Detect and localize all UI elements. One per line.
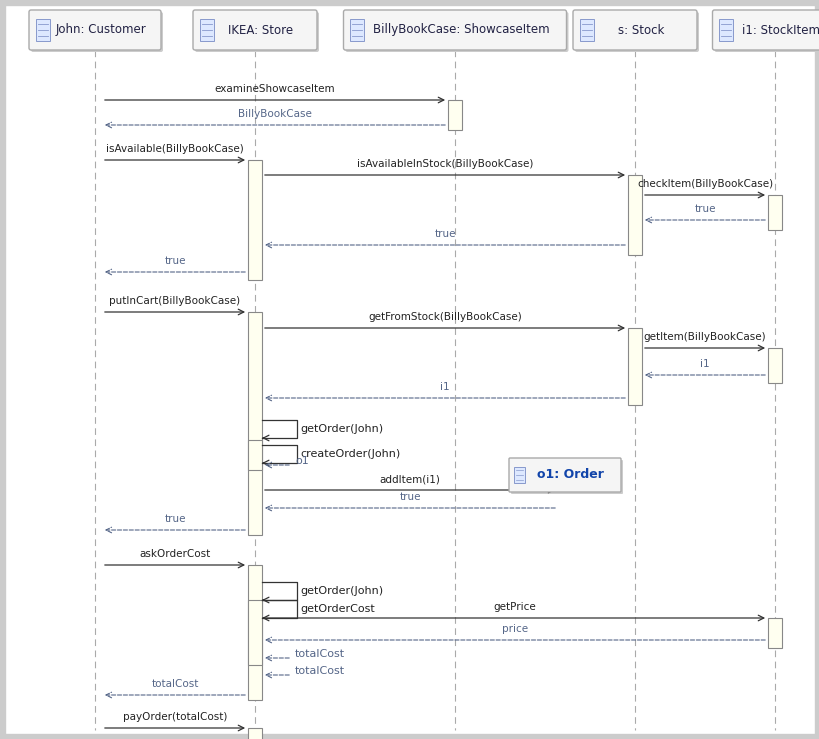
Bar xyxy=(247,160,262,280)
Bar xyxy=(627,328,641,405)
FancyBboxPatch shape xyxy=(712,10,819,50)
FancyBboxPatch shape xyxy=(29,10,161,50)
FancyBboxPatch shape xyxy=(343,10,566,50)
Bar xyxy=(200,19,214,41)
Bar xyxy=(247,440,262,470)
FancyBboxPatch shape xyxy=(572,10,696,50)
Text: i1: i1 xyxy=(440,382,450,392)
Bar xyxy=(718,19,733,41)
Text: getOrder(John): getOrder(John) xyxy=(300,586,382,596)
Text: o1: Order: o1: Order xyxy=(536,469,603,482)
FancyBboxPatch shape xyxy=(713,12,819,52)
Text: price: price xyxy=(501,624,527,634)
Text: totalCost: totalCost xyxy=(295,649,345,659)
Text: addItem(i1): addItem(i1) xyxy=(379,474,440,484)
Text: totalCost: totalCost xyxy=(295,666,345,676)
FancyBboxPatch shape xyxy=(510,460,622,494)
Text: totalCost: totalCost xyxy=(152,679,198,689)
Text: isAvailableInStock(BillyBookCase): isAvailableInStock(BillyBookCase) xyxy=(356,159,532,169)
Text: getPrice: getPrice xyxy=(493,602,536,612)
Bar xyxy=(579,19,593,41)
Text: isAvailable(BillyBookCase): isAvailable(BillyBookCase) xyxy=(106,144,243,154)
Text: BillyBookCase: ShowcaseItem: BillyBookCase: ShowcaseItem xyxy=(372,24,549,36)
Bar xyxy=(350,19,364,41)
Text: IKEA: Store: IKEA: Store xyxy=(229,24,293,36)
Text: John: Customer: John: Customer xyxy=(56,24,147,36)
Text: getOrder(John): getOrder(John) xyxy=(300,424,382,434)
Bar xyxy=(247,600,262,665)
Text: getFromStock(BillyBookCase): getFromStock(BillyBookCase) xyxy=(368,312,521,322)
FancyBboxPatch shape xyxy=(509,458,620,492)
Bar xyxy=(247,565,262,700)
Text: s: Stock: s: Stock xyxy=(617,24,663,36)
Text: getItem(BillyBookCase): getItem(BillyBookCase) xyxy=(643,332,766,342)
Bar xyxy=(627,175,641,255)
Text: true: true xyxy=(164,514,186,524)
Text: askOrderCost: askOrderCost xyxy=(139,549,210,559)
Text: true: true xyxy=(164,256,186,266)
Bar xyxy=(247,728,262,739)
Text: true: true xyxy=(434,229,455,239)
Text: true: true xyxy=(399,492,420,502)
Text: checkItem(BillyBookCase): checkItem(BillyBookCase) xyxy=(636,179,772,189)
Text: i1: i1 xyxy=(699,359,709,369)
Bar xyxy=(447,100,461,130)
Text: i1: StockItem: i1: StockItem xyxy=(741,24,819,36)
Text: examineShowcaseItem: examineShowcaseItem xyxy=(215,84,335,94)
FancyBboxPatch shape xyxy=(345,12,568,52)
Bar xyxy=(767,618,781,648)
Bar xyxy=(514,467,524,483)
Text: payOrder(totalCost): payOrder(totalCost) xyxy=(123,712,227,722)
FancyBboxPatch shape xyxy=(195,12,319,52)
Bar xyxy=(767,348,781,383)
FancyBboxPatch shape xyxy=(31,12,163,52)
Text: createOrder(John): createOrder(John) xyxy=(300,449,400,459)
Bar xyxy=(767,195,781,230)
Bar xyxy=(36,19,50,41)
FancyBboxPatch shape xyxy=(192,10,317,50)
Text: putInCart(BillyBookCase): putInCart(BillyBookCase) xyxy=(109,296,240,306)
Text: BillyBookCase: BillyBookCase xyxy=(238,109,311,119)
Text: true: true xyxy=(694,204,715,214)
Bar xyxy=(247,312,262,535)
Text: o1: o1 xyxy=(295,456,309,466)
FancyBboxPatch shape xyxy=(574,12,698,52)
Text: getOrderCost: getOrderCost xyxy=(300,604,374,614)
